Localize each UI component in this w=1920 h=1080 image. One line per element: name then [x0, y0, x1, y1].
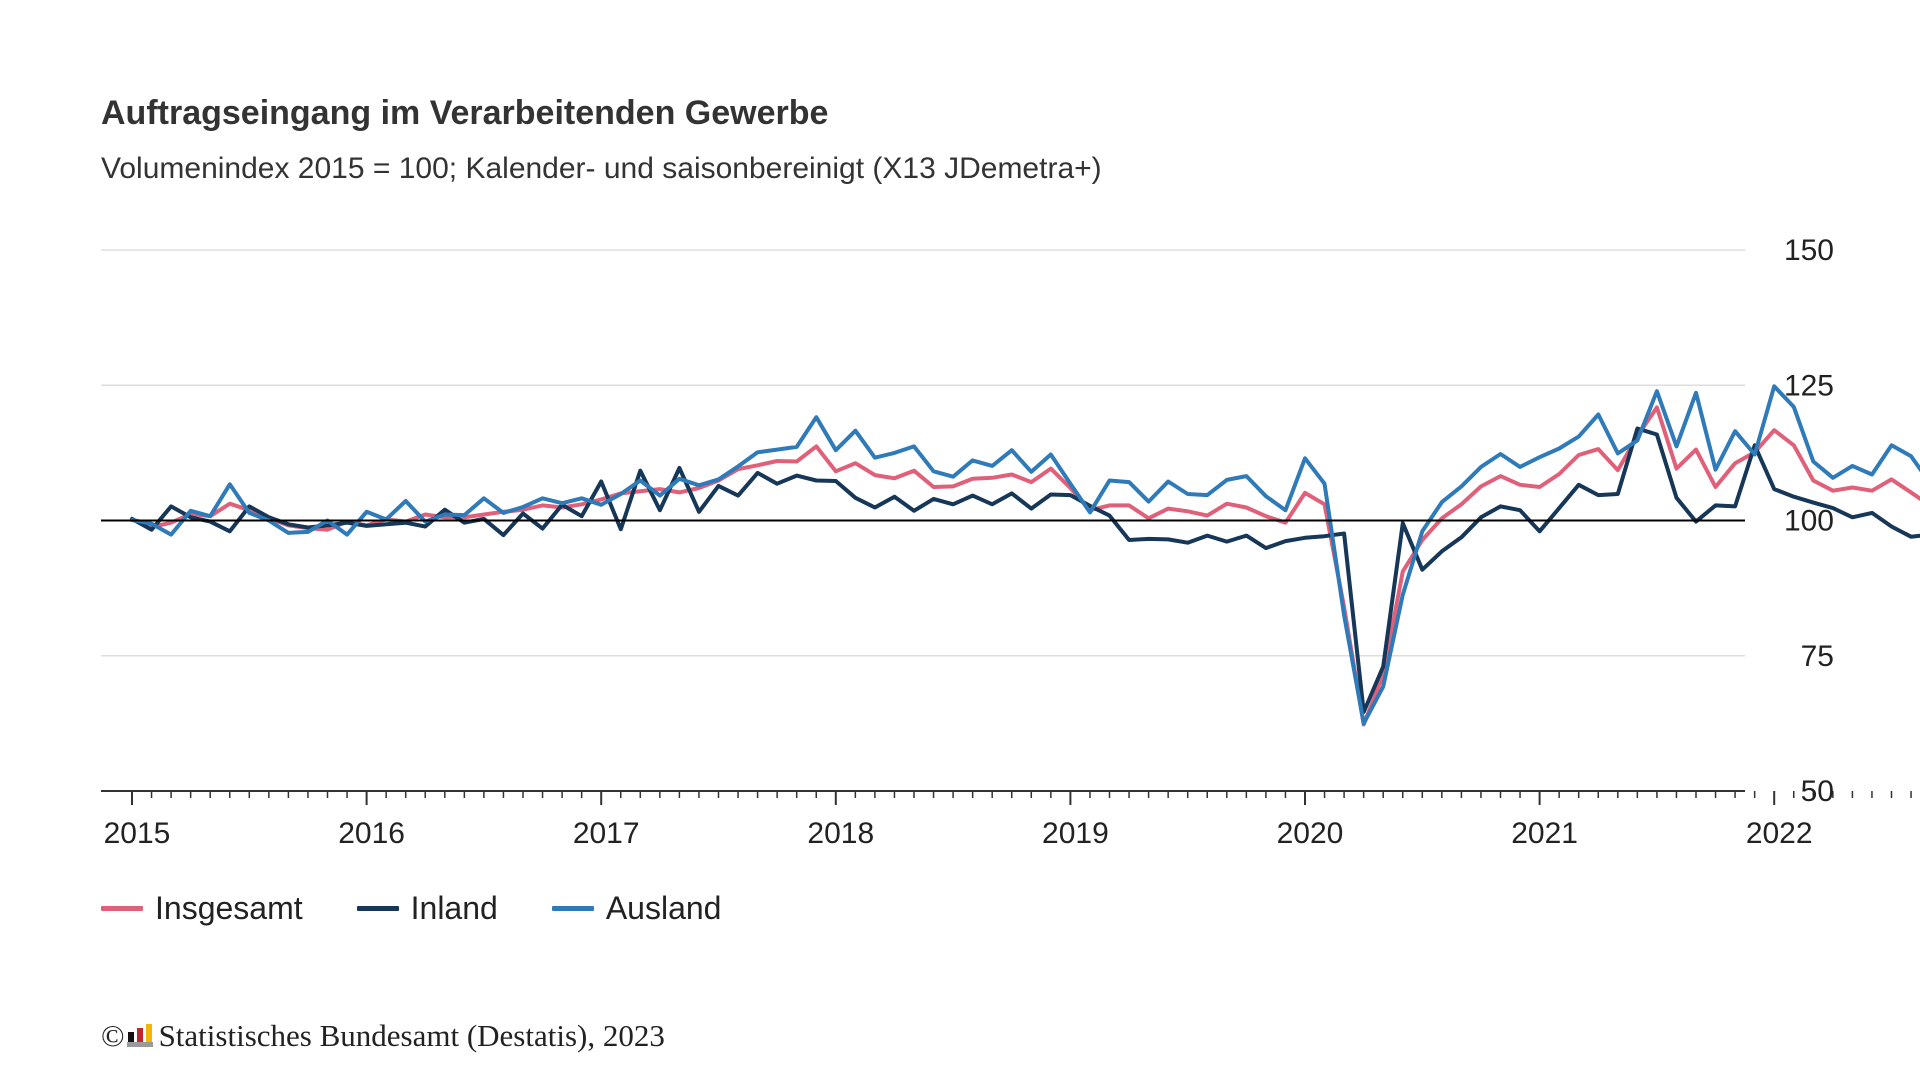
- legend-swatch-ausland: [551, 906, 594, 911]
- source-footer: © Statistisches Bundesamt (Destatis), 20…: [101, 1018, 665, 1054]
- x-tick-label-2019: 2019: [1042, 817, 1109, 850]
- source-text: Statistisches Bundesamt (Destatis), 2023: [158, 1018, 665, 1053]
- series-lines: [101, 384, 1920, 727]
- x-tick-label-2020: 2020: [1277, 817, 1344, 850]
- x-tick-label-2018: 2018: [807, 817, 874, 850]
- legend-label-ausland: Ausland: [605, 890, 722, 926]
- legend-label-inland: Inland: [410, 890, 498, 926]
- legend-swatch-inland: [356, 906, 399, 911]
- chart-subtitle: Volumenindex 2015 = 100; Kalender- und s…: [101, 152, 1102, 185]
- x-axis: 201520162017201820192020202120222023: [101, 790, 1912, 850]
- legend: Insgesamt Inland Ausland: [101, 890, 775, 927]
- series-line-inland: [130, 426, 1920, 714]
- gridlines: [101, 249, 1745, 657]
- y-tick-label-100: 100: [1784, 505, 1834, 538]
- y-tick-label-125: 125: [1784, 369, 1834, 402]
- y-axis: 50 75 100 125 150: [1784, 234, 1834, 808]
- x-tick-label-2017: 2017: [573, 817, 640, 850]
- x-tick-label-2016: 2016: [338, 817, 405, 850]
- chart-title: Auftragseingang im Verarbeitenden Gewerb…: [101, 94, 829, 132]
- legend-label-insgesamt: Insgesamt: [155, 890, 303, 926]
- legend-item-insgesamt: Insgesamt: [101, 890, 303, 927]
- x-tick-label-2015: 2015: [104, 817, 171, 850]
- series-line-ausland: [130, 384, 1920, 726]
- x-tick-label-2021: 2021: [1511, 817, 1578, 850]
- y-tick-label-50: 50: [1801, 775, 1834, 808]
- copyright-symbol: ©: [101, 1018, 125, 1053]
- x-tick-label-2022: 2022: [1746, 817, 1813, 850]
- destatis-bars-icon: [126, 1024, 153, 1047]
- legend-item-ausland: Ausland: [551, 890, 722, 927]
- legend-swatch-insgesamt: [101, 906, 143, 911]
- y-tick-label-75: 75: [1801, 640, 1834, 673]
- series-line-insgesamt: [130, 405, 1920, 727]
- y-tick-label-150: 150: [1784, 234, 1834, 267]
- legend-item-inland: Inland: [356, 890, 498, 927]
